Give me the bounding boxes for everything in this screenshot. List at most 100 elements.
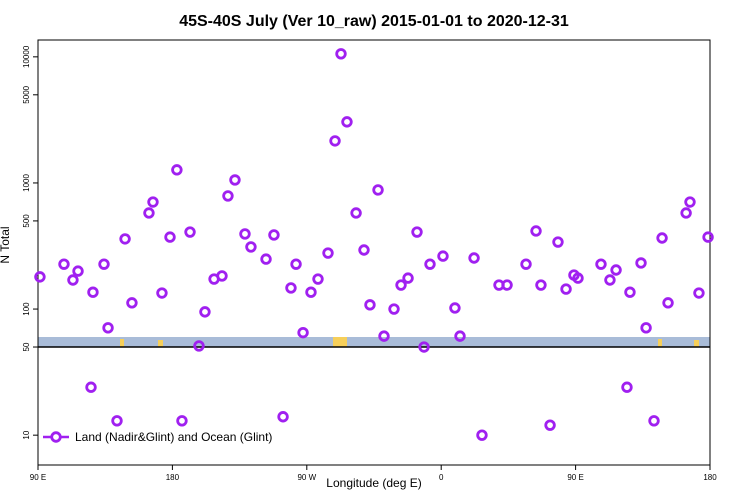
point — [624, 286, 636, 298]
point — [72, 265, 84, 277]
point — [143, 207, 155, 219]
point — [285, 282, 297, 294]
point — [245, 241, 257, 253]
point — [98, 258, 110, 270]
y-tick-label: 10 — [22, 430, 31, 439]
point — [341, 116, 353, 128]
point — [468, 252, 480, 264]
point — [595, 258, 607, 270]
point — [610, 264, 622, 276]
point — [604, 274, 616, 286]
y-tick-label: 10000 — [22, 45, 31, 68]
point — [85, 381, 97, 393]
legend-marker — [50, 431, 62, 443]
point — [552, 236, 564, 248]
point — [58, 258, 70, 270]
point — [147, 196, 159, 208]
point — [454, 330, 466, 342]
point — [239, 228, 251, 240]
point — [388, 303, 400, 315]
point — [312, 273, 324, 285]
point — [424, 258, 436, 270]
point — [437, 250, 449, 262]
point — [305, 286, 317, 298]
point — [648, 415, 660, 427]
point — [560, 283, 572, 295]
point — [350, 207, 362, 219]
band-spot — [120, 339, 124, 347]
point — [164, 231, 176, 243]
point — [126, 297, 138, 309]
y-tick-label: 100 — [22, 302, 31, 316]
point — [156, 287, 168, 299]
point — [297, 326, 309, 339]
band — [38, 337, 710, 347]
point — [395, 279, 407, 291]
point — [87, 286, 99, 298]
point — [535, 279, 547, 291]
point — [476, 429, 488, 441]
point — [520, 258, 532, 270]
point — [229, 174, 241, 186]
point — [656, 232, 668, 244]
point — [184, 226, 196, 238]
chart-title: 45S-40S July (Ver 10_raw) 2015-01-01 to … — [179, 13, 569, 30]
y-tick-label: 1000 — [22, 173, 31, 191]
point — [621, 381, 633, 393]
point — [684, 196, 696, 208]
point — [449, 302, 461, 314]
legend-label: Land (Nadir&Glint) and Ocean (Glint) — [75, 430, 272, 444]
point — [199, 306, 211, 318]
point — [322, 247, 334, 259]
x-tick-label: 90 E — [567, 473, 583, 482]
point — [222, 190, 234, 202]
point — [364, 299, 376, 311]
point — [693, 287, 705, 299]
y-axis-label: N Total — [0, 226, 12, 263]
point — [111, 415, 123, 427]
point — [34, 271, 46, 283]
point — [216, 270, 228, 282]
point — [418, 341, 430, 353]
y-tick-label: 50 — [22, 342, 31, 351]
y-tick-label: 5000 — [22, 85, 31, 103]
point — [378, 330, 390, 342]
point — [530, 225, 542, 237]
point — [411, 226, 423, 238]
point — [572, 272, 584, 284]
point — [640, 322, 652, 334]
point — [662, 297, 674, 309]
point — [544, 419, 556, 431]
band-spot — [333, 337, 347, 347]
point — [635, 257, 647, 269]
point — [102, 322, 114, 334]
point — [402, 272, 414, 284]
point — [119, 233, 131, 245]
point — [290, 258, 302, 270]
x-tick-label: 90 W — [297, 473, 316, 482]
band-spot — [694, 340, 699, 347]
band-spot — [658, 339, 662, 347]
ocean-band — [38, 337, 710, 348]
x-axis-label: Longitude (deg E) — [326, 476, 421, 490]
point — [335, 48, 347, 60]
plot-frame — [37, 39, 711, 466]
x-tick-label: 90 E — [30, 473, 46, 482]
point — [193, 340, 205, 352]
x-tick-label: 180 — [166, 473, 180, 482]
y-tick-label: 500 — [22, 214, 31, 228]
point — [268, 229, 280, 241]
point — [680, 207, 692, 219]
point — [171, 164, 183, 176]
point — [277, 411, 289, 423]
x-tick-label: 180 — [703, 473, 717, 482]
point — [702, 231, 714, 243]
legend: Land (Nadir&Glint) and Ocean (Glint) — [43, 430, 272, 444]
point — [329, 135, 341, 147]
point — [260, 253, 272, 265]
point — [501, 279, 513, 291]
point — [176, 415, 188, 427]
point — [67, 274, 79, 286]
point — [372, 184, 384, 196]
